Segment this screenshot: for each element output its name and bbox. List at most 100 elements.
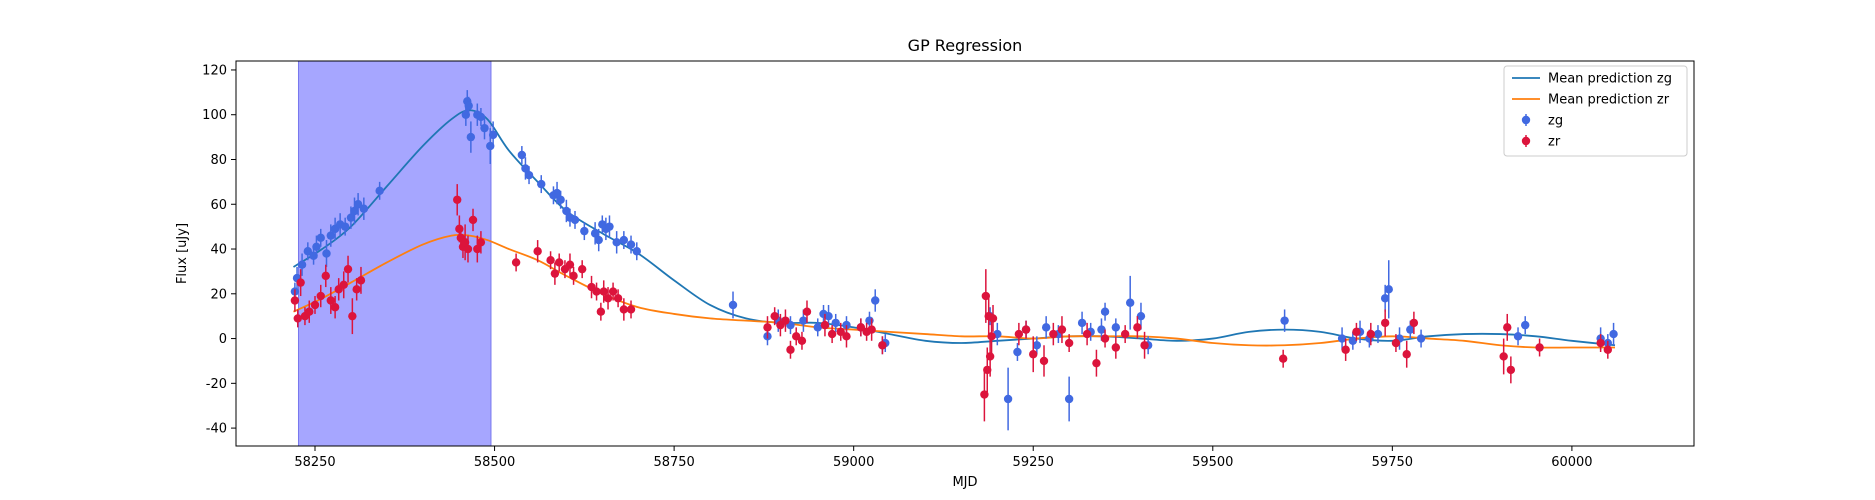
data-point-zg — [632, 247, 641, 256]
data-point-zr — [1503, 323, 1512, 332]
data-point-zr — [1092, 358, 1101, 368]
data-point-zr — [1140, 341, 1149, 350]
legend-label: zr — [1548, 135, 1561, 150]
legend-point-swatch — [1521, 136, 1531, 146]
data-point-zg — [464, 101, 473, 110]
data-point-zg — [605, 222, 614, 231]
data-point-zr — [1049, 329, 1058, 339]
data-point-zg — [594, 235, 603, 245]
data-point-zg — [316, 233, 325, 243]
data-point-zg — [303, 247, 313, 256]
data-point-zg — [461, 110, 471, 119]
data-point-zr — [786, 345, 795, 354]
data-point-zg — [309, 251, 318, 260]
data-point-zr — [343, 264, 353, 274]
y-ticks: -40 -20 0 20 40 60 80 100 120 — [202, 63, 236, 437]
data-point-zg — [1406, 325, 1415, 334]
data-point-zg — [350, 206, 359, 216]
data-point-zr — [985, 352, 995, 361]
data-point-zr — [1596, 338, 1605, 348]
data-point-zg — [824, 311, 833, 321]
data-point-zg — [871, 296, 880, 305]
data-point-zr — [763, 323, 772, 332]
data-point-zr — [511, 258, 521, 267]
data-point-zg — [312, 242, 321, 251]
series-zr — [290, 184, 1613, 422]
data-point-zr — [1402, 350, 1411, 359]
data-point-zr — [1111, 343, 1121, 352]
y-axis-label: Flux [uJy] — [175, 223, 190, 284]
data-point-zr — [792, 332, 801, 341]
data-point-zr — [856, 323, 866, 332]
data-point-zg — [1513, 332, 1523, 341]
data-point-zg — [375, 186, 384, 196]
data-point-zr — [867, 325, 876, 334]
x-tick-label: 58500 — [474, 455, 515, 470]
data-point-zr — [1391, 338, 1401, 348]
data-point-zr — [550, 269, 560, 278]
data-point-zg — [297, 260, 307, 269]
data-point-zr — [348, 311, 357, 321]
y-tick-label: 40 — [210, 243, 227, 258]
data-point-zr — [988, 314, 998, 323]
data-point-zg — [799, 316, 808, 325]
data-point-zr — [326, 296, 336, 305]
data-point-zg — [1077, 318, 1087, 328]
data-point-zr — [603, 294, 613, 303]
data-point-zr — [1366, 329, 1375, 339]
data-point-zr — [290, 296, 300, 305]
data-point-zr — [577, 264, 587, 274]
legend-point-swatch — [1521, 115, 1531, 125]
x-tick-label: 58750 — [653, 455, 694, 470]
data-point-zg — [1337, 334, 1347, 343]
data-point-zg — [524, 170, 534, 180]
data-point-zg — [1348, 336, 1358, 345]
data-points-layer — [290, 90, 1618, 431]
legend: Mean prediction zg Mean prediction zr zg zr — [1503, 65, 1688, 157]
data-point-zg — [1609, 329, 1618, 339]
x-axis-label: MJD — [952, 475, 977, 490]
data-point-zr — [476, 238, 486, 247]
data-point-zr — [1014, 329, 1024, 339]
y-tick-label: -20 — [206, 377, 227, 392]
data-point-zr — [836, 327, 845, 337]
data-point-zr — [1341, 345, 1350, 354]
data-point-zr — [555, 258, 564, 267]
data-point-zg — [1373, 329, 1383, 339]
data-point-zr — [330, 303, 340, 312]
data-point-zr — [1278, 354, 1288, 363]
data-point-zr — [592, 287, 601, 296]
data-point-zr — [842, 332, 851, 341]
x-ticks: 58250 58500 58750 59000 59250 59500 59750 60000 — [294, 446, 1593, 470]
data-point-zr — [878, 341, 887, 350]
data-point-zg — [322, 249, 331, 258]
data-point-zr — [310, 300, 320, 310]
data-point-zr — [981, 291, 991, 301]
data-point-zg — [1521, 320, 1530, 330]
series-zg — [290, 90, 1618, 431]
data-point-zr — [781, 316, 790, 325]
data-point-zr — [1057, 325, 1067, 334]
data-point-zg — [1032, 341, 1042, 350]
data-point-zr — [296, 278, 305, 287]
data-point-zr — [1352, 327, 1361, 337]
data-point-zg — [619, 235, 629, 245]
data-point-zr — [987, 332, 996, 341]
data-point-zg — [1003, 394, 1013, 404]
y-tick-label: 20 — [210, 287, 227, 302]
legend-label: Mean prediction zg — [1548, 72, 1672, 87]
y-tick-label: 60 — [210, 198, 227, 213]
data-point-zg — [480, 123, 489, 133]
data-point-zr — [1100, 334, 1110, 343]
data-point-zg — [1380, 294, 1390, 303]
data-point-zr — [983, 365, 992, 375]
data-point-zr — [596, 307, 606, 316]
data-point-zg — [562, 206, 571, 216]
data-point-zr — [980, 390, 989, 399]
data-point-zr — [460, 238, 470, 247]
data-point-zg — [326, 231, 336, 240]
chart-title: GP Regression — [908, 36, 1023, 55]
data-point-zg — [813, 323, 822, 332]
data-point-zr — [820, 320, 830, 330]
data-point-zg — [1111, 323, 1121, 332]
